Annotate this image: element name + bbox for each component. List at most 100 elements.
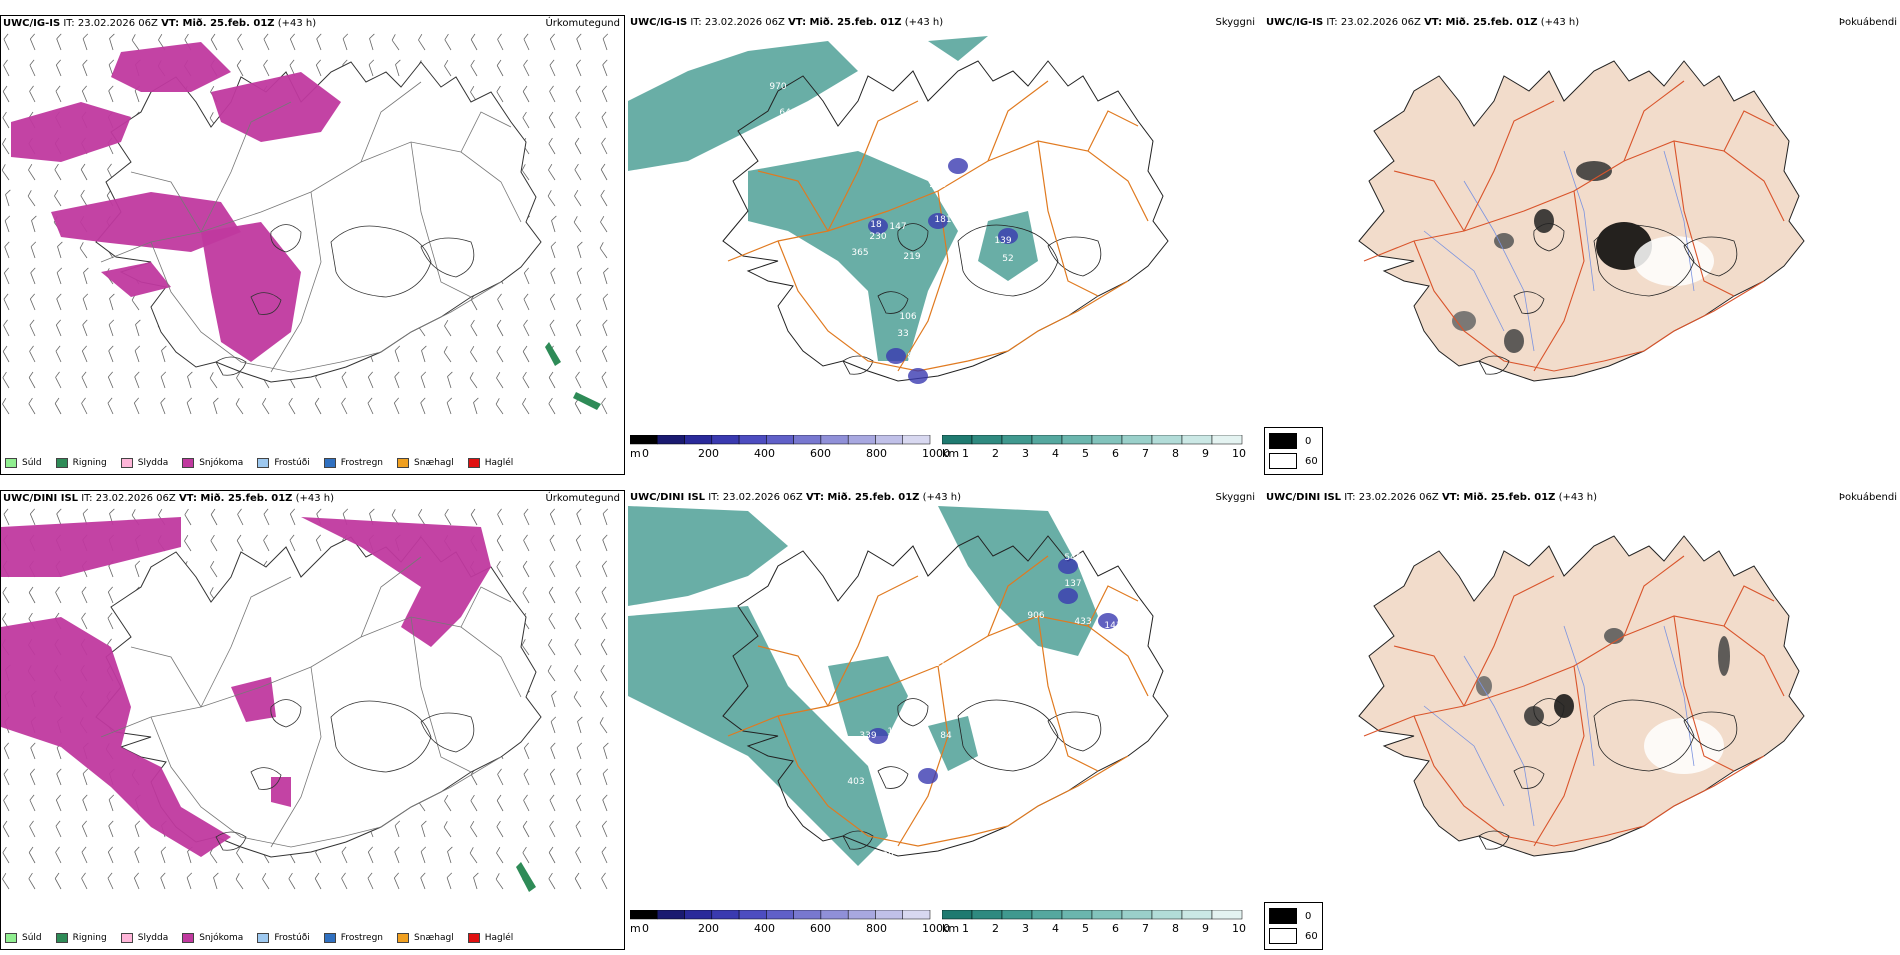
snow-areas — [1, 517, 491, 857]
legend-label: Snjókoma — [199, 933, 244, 943]
wind-barb — [81, 612, 88, 630]
wind-barb — [135, 319, 141, 337]
wind-barb — [446, 397, 453, 415]
wind-barb — [394, 820, 401, 838]
wind-barb — [522, 820, 530, 838]
road-line — [340, 756, 502, 838]
wind-barb — [262, 872, 270, 890]
wind-barb — [523, 742, 530, 760]
wind-barb — [447, 371, 453, 389]
wind-barb — [289, 508, 296, 526]
glacier-outline — [1593, 699, 1695, 772]
cloudbase-number: 906 — [1027, 611, 1044, 621]
colorbar-segment — [1061, 909, 1093, 920]
wind-barb — [473, 397, 479, 415]
road-line — [200, 101, 292, 233]
legend-label: Súld — [22, 458, 42, 468]
wind-barb — [30, 742, 36, 760]
legend-item: Snæhagl — [397, 933, 454, 943]
wind-barb — [3, 508, 10, 526]
wind-barb — [575, 560, 582, 578]
visibility-colorbar: km 1 2 3 4 5 6 7 8 9 10 — [941, 909, 1252, 935]
legend-item: Snæhagl — [397, 458, 454, 468]
wind-barb — [210, 33, 218, 51]
cloudbase-number: 433 — [1074, 617, 1091, 627]
model-label: UWC/IG-IS — [3, 18, 61, 29]
wind-barb — [551, 690, 557, 708]
cloudbase-number: 260 — [929, 180, 946, 190]
colorbar-tick: 200 — [698, 447, 719, 460]
wind-barb — [495, 398, 504, 415]
wind-barb — [600, 163, 608, 181]
fog-legend-swatch-white — [1269, 928, 1297, 944]
colorbar-tick: 9 — [1202, 922, 1209, 935]
vt-label: VT: Mið. 25.feb. 01Z — [178, 493, 293, 504]
snow-area — [211, 72, 341, 142]
colorbar-segment — [657, 909, 685, 920]
wind-barb — [367, 872, 374, 890]
glacier-outline — [1593, 224, 1695, 297]
wind-barb — [603, 267, 609, 285]
colorbar-segment — [902, 434, 931, 445]
low-visibility-area — [978, 211, 1038, 281]
wind-barb — [602, 293, 609, 311]
wind-barb — [602, 768, 609, 786]
wind-barb — [601, 560, 608, 578]
wind-barb — [394, 371, 400, 389]
colorbar-tick: 400 — [754, 447, 775, 460]
glacier-outline — [250, 292, 282, 315]
cloudbase-number: 365 — [851, 248, 868, 258]
road-line — [1533, 190, 1585, 372]
wind-barb — [2, 111, 10, 129]
colorbar-segment — [793, 434, 822, 445]
low-visibility-area — [928, 36, 988, 61]
cloud-map: 545 137 906 433 143 386 21 56 339 195 369 84 403 20 — [628, 506, 1169, 866]
colorbar-segment — [1031, 434, 1063, 445]
road-line — [727, 615, 1149, 737]
wind-barb — [523, 768, 530, 786]
legend-swatch — [182, 933, 195, 943]
road-line — [757, 645, 829, 707]
wind-barb — [29, 794, 36, 812]
colorbar-tick: 4 — [1052, 922, 1059, 935]
wind-barb — [236, 846, 244, 864]
wind-barb — [55, 345, 62, 363]
road-line — [360, 81, 422, 163]
wind-barb — [548, 371, 556, 389]
road-network — [727, 80, 1149, 372]
cloudbase-number: 655 — [919, 158, 936, 168]
wind-barb — [470, 319, 478, 337]
vt-label: VT: Mið. 25.feb. 01Z — [1424, 17, 1538, 28]
colorbar-segment — [738, 434, 767, 445]
it-value: 23.02.2026 06Z — [1340, 17, 1421, 28]
wind-barb — [81, 872, 88, 890]
colorbar-segment — [684, 909, 713, 920]
wind-barb — [601, 345, 608, 363]
colorbar-tick: 2 — [992, 447, 999, 460]
wind-barb — [548, 586, 556, 604]
legend-swatch — [467, 933, 480, 943]
snow-area — [1, 617, 231, 857]
lead-time: (+43 h) — [1558, 492, 1598, 503]
colorbar-unit: km — [942, 922, 960, 935]
cloudbase-number: 56 — [1022, 669, 1034, 679]
snow-area — [111, 42, 231, 92]
wind-barb — [550, 241, 557, 259]
precip-panel-title: Úrkomutegund — [545, 18, 620, 29]
wind-barb — [547, 190, 556, 207]
cloudbase-number: 230 — [869, 232, 886, 242]
road-line — [1533, 665, 1585, 847]
wind-barb — [420, 872, 426, 890]
road-line — [360, 556, 422, 638]
wind-barb — [108, 85, 114, 103]
wind-barb — [134, 560, 141, 578]
wind-barb — [522, 560, 530, 578]
legend-item: Súld — [5, 933, 42, 943]
road-line — [1037, 140, 1099, 297]
legend-label: Slydda — [137, 458, 169, 468]
wind-barb — [133, 397, 140, 415]
wind-barb — [548, 137, 556, 155]
wind-barb — [56, 267, 63, 285]
wind-barb — [369, 33, 375, 51]
road-line — [727, 140, 1149, 262]
